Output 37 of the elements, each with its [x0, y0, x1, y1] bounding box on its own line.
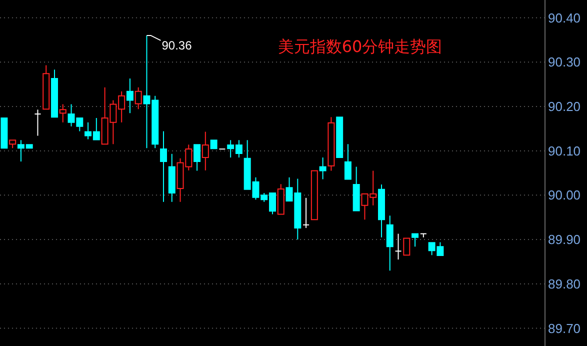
candlestick [420, 233, 427, 238]
candlestick [344, 144, 352, 180]
candlestick [202, 131, 209, 171]
y-tick-label: 90.00 [548, 188, 581, 203]
y-tick-label: 89.80 [548, 276, 581, 292]
y-tick-label: 89.70 [548, 320, 581, 336]
candlestick [9, 140, 16, 149]
candlestick [42, 64, 50, 110]
candlestick [412, 233, 419, 248]
candlestick [0, 117, 8, 149]
text: 美元指数60分钟走势图 [278, 37, 442, 56]
y-tick-label: 90.20 [548, 99, 581, 114]
candlestick [352, 166, 360, 212]
candlestick [403, 238, 410, 256]
y-tick-label: 90.10 [548, 143, 581, 158]
candlestick [277, 184, 284, 215]
candlestick [194, 144, 201, 172]
y-tick-label: 90.30 [548, 54, 581, 70]
candlestick [34, 109, 42, 136]
candlestick [168, 153, 176, 202]
candlestick [134, 86, 142, 110]
candlestick [394, 233, 402, 260]
candlestick [336, 116, 344, 158]
candlestick [302, 197, 310, 229]
candlestick [210, 140, 218, 150]
candlestick [328, 116, 335, 172]
annotation: 90.36 [162, 38, 192, 52]
candlestick [160, 130, 167, 202]
candlestick [310, 170, 318, 220]
candlestick [378, 184, 385, 238]
y-tick-label: 90.40 [548, 10, 581, 26]
candlestick [59, 104, 66, 123]
candlestick [386, 215, 394, 272]
candlestick [126, 78, 134, 114]
candlestick [319, 156, 326, 180]
candlestick [51, 69, 58, 118]
y-tick-label: 89.90 [548, 232, 581, 248]
